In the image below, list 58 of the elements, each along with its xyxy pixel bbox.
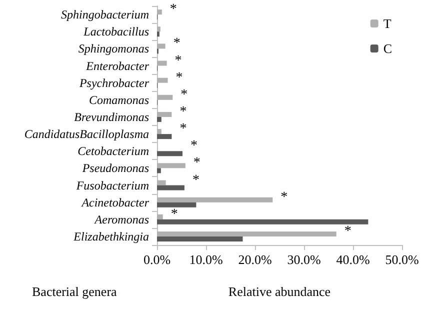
bar xyxy=(157,231,336,236)
y-tick-label: Sphingobacterium xyxy=(61,8,150,22)
annotation: * xyxy=(280,190,288,205)
bar xyxy=(157,112,172,117)
annotation: * xyxy=(174,53,182,68)
bar xyxy=(157,185,184,190)
x-tick-label: 0.0% xyxy=(143,252,171,267)
bar xyxy=(157,94,173,100)
bar xyxy=(157,168,161,174)
x-tick-label: 20.0% xyxy=(238,252,272,267)
annotation: * xyxy=(170,2,177,18)
bar xyxy=(157,129,162,134)
annotation: * xyxy=(192,172,200,188)
y-tick-label: Psychrobacter xyxy=(78,76,150,90)
bar xyxy=(157,116,162,122)
y-tick-label: Pseudomonas xyxy=(81,161,150,176)
bar xyxy=(157,26,160,32)
y-tick-label: Sphingomonas xyxy=(78,42,150,56)
y-tick-label: Brevundimonas xyxy=(74,110,150,124)
annotation: * xyxy=(173,36,180,52)
y-tick-label: Comamonas xyxy=(88,92,150,107)
y-tick-label: Acinetobacter xyxy=(80,195,150,210)
y-tick-label: Elizabethkingia xyxy=(72,229,149,244)
y-tick-label: Lactobacillus xyxy=(82,24,150,39)
annotation: * xyxy=(193,156,200,171)
annotation: * xyxy=(170,206,178,222)
y-tick-label: Aeromonas xyxy=(94,212,150,226)
annotation: * xyxy=(176,70,183,86)
y-tick-label: Enterobacter xyxy=(85,58,150,73)
x-tick-label: 30.0% xyxy=(287,252,321,267)
bar xyxy=(157,44,166,49)
bar xyxy=(157,197,273,202)
bar xyxy=(157,236,243,242)
annotation: * xyxy=(180,104,187,120)
bar xyxy=(157,163,186,168)
bar xyxy=(157,60,167,66)
bar xyxy=(157,214,163,220)
annotation: * xyxy=(190,138,198,154)
bar xyxy=(157,134,172,140)
bar xyxy=(157,219,368,224)
legend-label: C xyxy=(383,41,392,56)
y-tick-label: CandidatusBacilloplasma xyxy=(24,127,149,142)
y-axis-title: Bacterial genera xyxy=(32,284,118,299)
legend-label: T xyxy=(383,16,392,31)
bar xyxy=(157,151,182,156)
x-axis-title: Relative abundance xyxy=(228,284,331,299)
bar xyxy=(157,202,196,208)
x-tick-label: 10.0% xyxy=(189,252,223,267)
annotation: * xyxy=(180,87,188,102)
bar xyxy=(157,10,162,15)
bar xyxy=(157,180,166,186)
annotation: * xyxy=(344,224,352,239)
bar xyxy=(157,78,168,83)
annotation: * xyxy=(180,122,187,137)
y-tick-label: Cetobacterium xyxy=(78,144,150,158)
x-tick-label: 50.0% xyxy=(385,252,419,267)
x-tick-label: 40.0% xyxy=(336,252,370,267)
y-tick-label: Fusobacterium xyxy=(75,178,150,192)
